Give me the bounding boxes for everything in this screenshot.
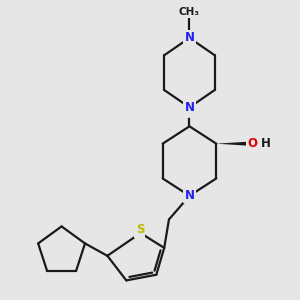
Text: N: N — [184, 32, 194, 44]
Text: O: O — [248, 136, 258, 150]
Text: CH₃: CH₃ — [179, 7, 200, 17]
Text: S: S — [136, 224, 144, 236]
Text: N: N — [184, 189, 194, 202]
Polygon shape — [216, 142, 248, 146]
Text: N: N — [184, 101, 194, 114]
Text: H: H — [261, 137, 271, 150]
